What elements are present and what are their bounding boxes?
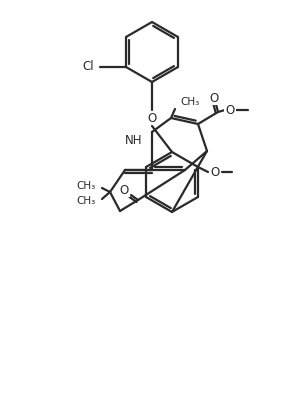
Text: Cl: Cl <box>82 60 94 74</box>
Text: O: O <box>119 184 129 196</box>
Text: CH₃: CH₃ <box>77 181 96 191</box>
Text: O: O <box>210 92 219 104</box>
Text: O: O <box>148 112 157 124</box>
Text: O: O <box>225 104 235 116</box>
Text: O: O <box>210 166 220 178</box>
Text: CH₃: CH₃ <box>180 97 199 107</box>
Text: CH₃: CH₃ <box>77 196 96 206</box>
Text: NH: NH <box>125 134 142 146</box>
